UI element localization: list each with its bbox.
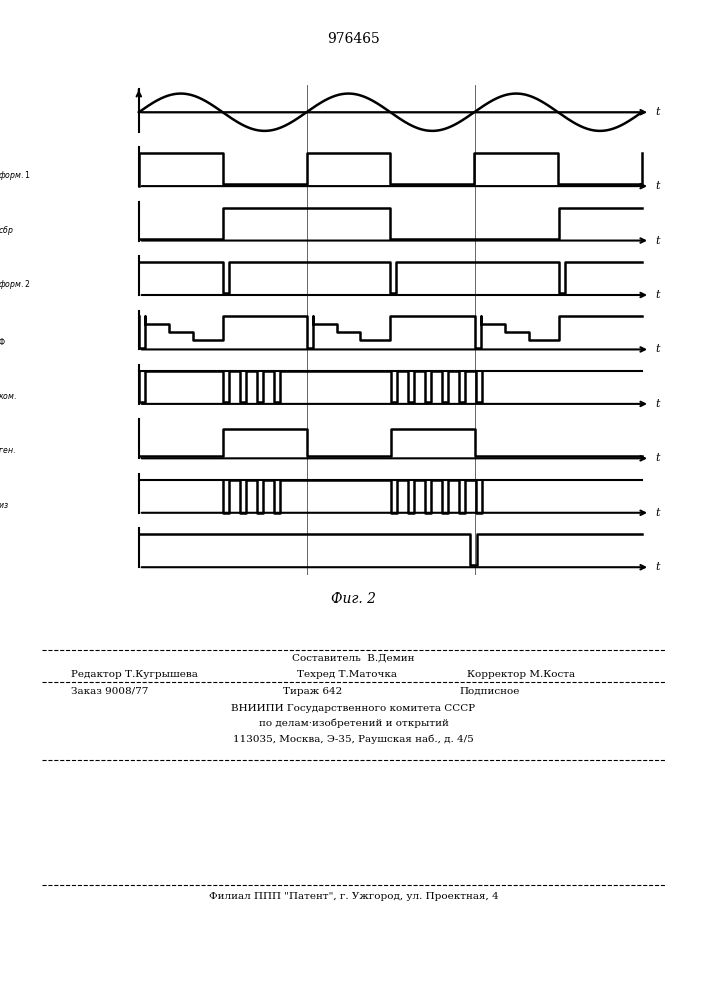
Text: $U_{из}$: $U_{из}$ [0, 497, 9, 511]
Text: t: t [655, 181, 660, 191]
Text: Составитель  В.Демин: Составитель В.Демин [292, 654, 415, 663]
Text: ВНИИПИ Государственного комитета СССР: ВНИИПИ Государственного комитета СССР [231, 704, 476, 713]
Text: $U_{сбр}$: $U_{сбр}$ [0, 222, 14, 239]
Text: t: t [655, 236, 660, 246]
Text: Подписное: Подписное [460, 687, 520, 696]
Text: Заказ 9008/77: Заказ 9008/77 [71, 687, 148, 696]
Text: $U_{форм.2}$: $U_{форм.2}$ [0, 277, 31, 293]
Text: t: t [655, 290, 660, 300]
Text: по делам·изобретений и открытий: по делам·изобретений и открытий [259, 719, 448, 728]
Text: t: t [655, 508, 660, 518]
Text: t: t [655, 453, 660, 463]
Text: Фиг. 2: Фиг. 2 [331, 592, 376, 606]
Text: $U_{ген.}$: $U_{ген.}$ [0, 443, 16, 456]
Text: Техред Т.Маточка: Техред Т.Маточка [297, 670, 397, 679]
Text: $U_{форм.1}$: $U_{форм.1}$ [0, 168, 31, 184]
Text: 976465: 976465 [327, 32, 380, 46]
Text: t: t [655, 399, 660, 409]
Text: $U_Φ$: $U_Φ$ [0, 334, 6, 348]
Text: Тираж 642: Тираж 642 [283, 687, 342, 696]
Text: Редактор Т.Кугрышева: Редактор Т.Кугрышева [71, 670, 197, 679]
Text: Корректор М.Коста: Корректор М.Коста [467, 670, 575, 679]
Text: t: t [655, 107, 660, 117]
Text: 113035, Москва, Э-35, Раушская наб., д. 4/5: 113035, Москва, Э-35, Раушская наб., д. … [233, 734, 474, 744]
Text: t: t [655, 562, 660, 572]
Text: $U_{ком.}$: $U_{ком.}$ [0, 388, 18, 402]
Text: t: t [655, 344, 660, 354]
Text: Филиал ППП "Патент", г. Ужгород, ул. Проектная, 4: Филиал ППП "Патент", г. Ужгород, ул. Про… [209, 892, 498, 901]
